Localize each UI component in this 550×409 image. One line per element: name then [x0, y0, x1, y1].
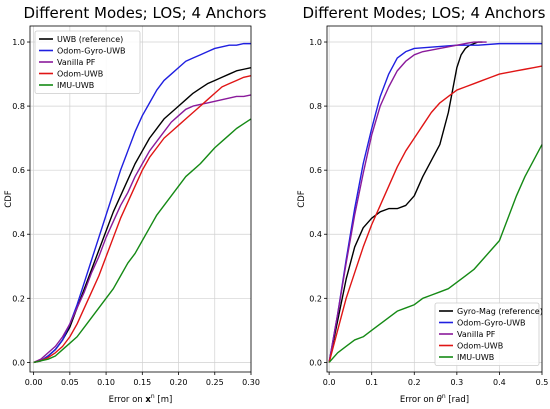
left-y-axis-label: CDF — [4, 190, 14, 207]
right-x-axis-label-symbol: θ — [437, 395, 443, 405]
right-legend: Gyro-Mag (reference) Odom-Gyro-UWB Vanilla… — [434, 302, 543, 366]
right-legend-label-1: Odom-Gyro-UWB — [457, 319, 525, 328]
left-x-tick-label-4: 0.20 — [170, 378, 188, 387]
left-legend-box — [34, 30, 141, 94]
right-x-tick-label-0: 0.0 — [323, 378, 336, 387]
left-legend: UWB (reference) Odom-Gyro-UWB Vanilla PF Od… — [34, 30, 141, 94]
left-series-line-3 — [33, 74, 252, 364]
left-x-ticks: 0.00 0.05 0.10 0.15 0.20 0.25 0.30 — [25, 372, 260, 387]
right-y-tick-label-5: 1.0 — [309, 38, 322, 47]
right-y-tick-label-2: 0.4 — [309, 230, 322, 239]
left-series-line-4 — [33, 118, 252, 364]
right-series-line-3 — [328, 65, 543, 363]
left-legend-label-1: Odom-Gyro-UWB — [57, 47, 125, 56]
left-x-tick-label-6: 0.30 — [242, 378, 260, 387]
left-y-tick-label-0: 0.0 — [12, 358, 25, 367]
right-x-tick-label-5: 0.5 — [536, 378, 549, 387]
left-x-tick-label-5: 0.25 — [206, 378, 224, 387]
right-series-line-2 — [328, 41, 487, 363]
left-series-line-0 — [33, 66, 252, 364]
left-legend-label-4: IMU-UWB — [57, 81, 94, 90]
right-series-line-1 — [328, 42, 542, 363]
left-x-axis-label: Error on xn [m] — [109, 391, 173, 405]
right-x-axis-label: Error on θn [rad] — [400, 391, 469, 405]
right-legend-label-2: Vanilla PF — [457, 330, 496, 339]
left-chart: Different Modes; LOS; 4 Anchors 0.00 0.05… — [4, 4, 267, 405]
left-series-line-2 — [33, 94, 252, 364]
left-chart-title: Different Modes; LOS; 4 Anchors — [24, 4, 267, 22]
right-y-ticks: 0.0 0.2 0.4 0.6 0.8 1.0 — [309, 38, 327, 367]
left-y-tick-label-1: 0.2 — [12, 294, 25, 303]
right-x-tick-label-1: 0.1 — [365, 378, 378, 387]
right-x-ticks: 0.0 0.1 0.2 0.3 0.4 0.5 — [323, 372, 549, 387]
right-y-tick-label-4: 0.8 — [309, 102, 322, 111]
right-chart-title: Different Modes; LOS; 4 Anchors — [303, 4, 546, 22]
right-x-tick-label-3: 0.3 — [450, 378, 463, 387]
left-x-axis-label-sup: n — [151, 393, 155, 400]
right-x-tick-label-2: 0.2 — [408, 378, 421, 387]
left-x-axis-label-symbol: x — [145, 395, 151, 405]
left-legend-label-3: Odom-UWB — [57, 70, 103, 79]
left-y-tick-label-2: 0.4 — [12, 230, 25, 239]
right-legend-box — [434, 302, 540, 366]
right-legend-label-0: Gyro-Mag (reference) — [457, 307, 543, 316]
right-x-axis-label-sup: n — [442, 393, 446, 400]
right-legend-label-3: Odom-UWB — [457, 342, 503, 351]
right-chart: Different Modes; LOS; 4 Anchors 0.0 0.1 0.… — [297, 4, 548, 405]
right-y-tick-label-0: 0.0 — [309, 358, 322, 367]
left-legend-label-2: Vanilla PF — [57, 58, 96, 67]
right-y-axis-label: CDF — [297, 190, 307, 207]
right-series-layer — [328, 41, 543, 363]
left-x-axis-label-unit: [m] — [157, 395, 172, 405]
left-y-ticks: 0.0 0.2 0.4 0.6 0.8 1.0 — [12, 38, 30, 367]
left-series-layer — [33, 42, 252, 364]
right-series-line-4 — [328, 144, 543, 363]
right-x-tick-label-4: 0.4 — [493, 378, 506, 387]
right-series-line-0 — [328, 41, 483, 363]
left-plot-frame — [29, 25, 252, 373]
left-x-tick-label-2: 0.10 — [97, 378, 115, 387]
left-x-axis-label-text: Error on — [109, 395, 143, 405]
left-x-tick-label-3: 0.15 — [133, 378, 151, 387]
right-y-tick-label-3: 0.6 — [309, 166, 322, 175]
right-x-axis-label-unit: [rad] — [448, 395, 469, 405]
left-y-tick-label-4: 0.8 — [12, 102, 25, 111]
left-y-tick-label-3: 0.6 — [12, 166, 25, 175]
left-y-tick-label-5: 1.0 — [12, 38, 25, 47]
right-legend-label-4: IMU-UWB — [457, 353, 494, 362]
left-x-tick-label-0: 0.00 — [25, 378, 43, 387]
right-y-tick-label-1: 0.2 — [309, 294, 322, 303]
left-x-tick-label-1: 0.05 — [61, 378, 79, 387]
right-x-axis-label-text: Error on — [400, 395, 434, 405]
left-legend-label-0: UWB (reference) — [57, 35, 123, 44]
right-plot-frame — [326, 25, 543, 373]
